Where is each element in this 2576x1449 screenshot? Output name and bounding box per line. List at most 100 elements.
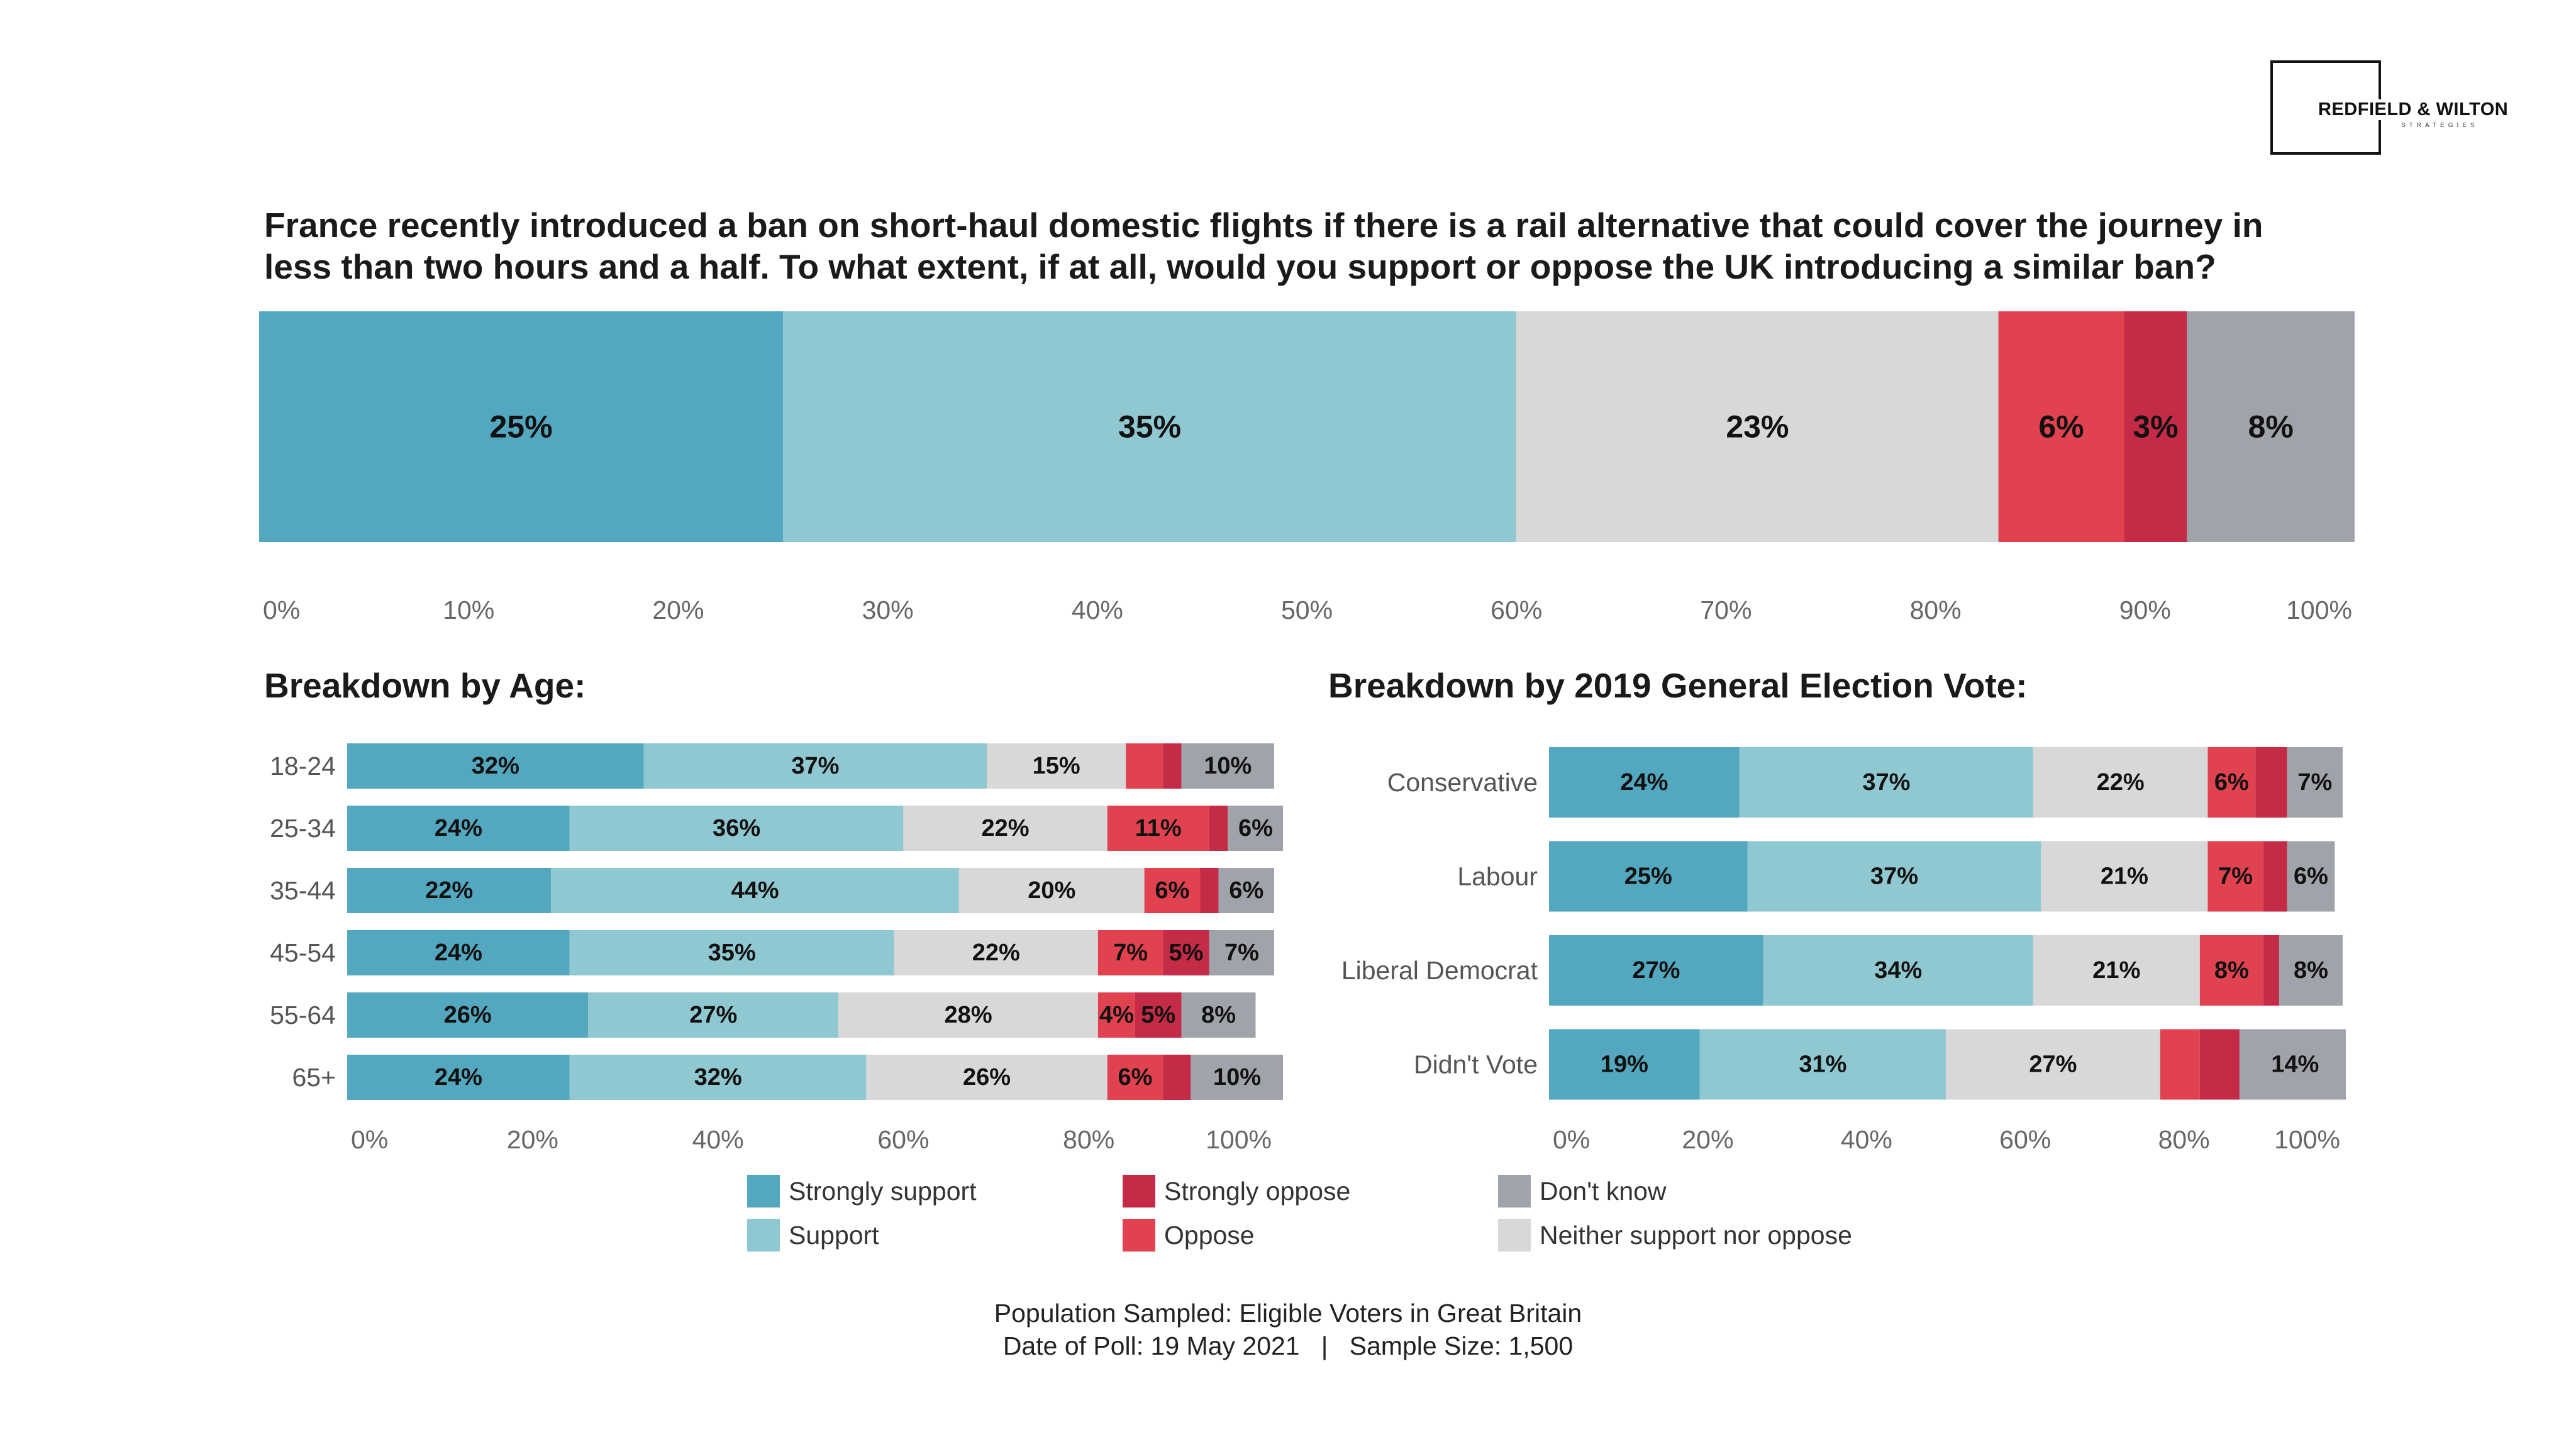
legend-item-don-t-know: Don't know <box>1498 1175 1667 1208</box>
tick-label-40: 40% <box>1072 596 1123 625</box>
value-label-55-64-oppose: 4% <box>1099 1002 1134 1028</box>
bar-65-don-t-know <box>1191 1055 1283 1100</box>
bar-liberal-democrat-neither-support-nor-oppose <box>2033 935 2200 1006</box>
vote-breakdown-title: Breakdown by 2019 General Election Vote: <box>1328 666 2028 705</box>
legend-item-neither-support-nor-oppose: Neither support nor oppose <box>1498 1219 1852 1252</box>
legend-swatch-strongly-support <box>747 1175 780 1208</box>
tick-label-80: 80% <box>1910 596 1962 625</box>
bar-55-64-don-t-know <box>1181 992 1256 1038</box>
value-label-liberal-democrat-oppose: 8% <box>2214 957 2249 984</box>
tick-label-100: 100% <box>2286 596 2352 625</box>
bar-55-64-oppose <box>1097 992 1135 1038</box>
question-title: France recently introduced a ban on shor… <box>264 206 2263 286</box>
bar-65-support <box>569 1055 867 1100</box>
value-label-all-neither-support-nor-oppose: 23% <box>1726 409 1789 445</box>
value-label-all-strongly-support: 25% <box>489 409 552 445</box>
value-label-45-54-don-t-know: 7% <box>1224 940 1259 966</box>
bar-18-24-neither-support-nor-oppose <box>987 743 1126 789</box>
bar-liberal-democrat-strongly-support <box>1549 935 1763 1006</box>
bar-liberal-democrat-strongly-oppose <box>2263 935 2280 1006</box>
bar-25-34-oppose <box>1107 806 1209 851</box>
logo-subtext: STRATEGIES <box>2401 122 2479 129</box>
bar-didn-t-vote-neither-support-nor-oppose <box>1946 1029 2160 1100</box>
value-label-35-44-support: 44% <box>731 877 779 904</box>
bar-liberal-democrat-don-t-know <box>2279 935 2343 1006</box>
value-label-65-neither-support-nor-oppose: 26% <box>963 1064 1011 1091</box>
value-label-labour-support: 37% <box>1870 863 1918 890</box>
value-label-25-34-neither-support-nor-oppose: 22% <box>982 815 1030 841</box>
value-label-45-54-strongly-support: 24% <box>435 940 482 966</box>
bar-conservative-strongly-oppose <box>2255 747 2287 818</box>
bar-55-64-strongly-oppose <box>1135 992 1182 1038</box>
value-label-65-strongly-support: 24% <box>435 1064 482 1091</box>
tick-label-0: 0% <box>263 596 300 625</box>
bar-35-44-support <box>551 868 959 913</box>
legend-swatch-support <box>747 1219 780 1252</box>
bar-all-oppose <box>1998 311 2124 542</box>
value-label-55-64-neither-support-nor-oppose: 28% <box>945 1002 992 1028</box>
tick-label-60: 60% <box>877 1125 929 1154</box>
legend-item-support: Support <box>747 1219 879 1252</box>
bar-65-neither-support-nor-oppose <box>866 1055 1108 1100</box>
vote-breakdown-chart: Conservative 24% 37% 22% 6% 7% Labour 25% 37% 21%… <box>1341 747 2346 1154</box>
value-label-35-44-strongly-support: 22% <box>425 877 473 904</box>
tick-label-30: 30% <box>862 596 914 625</box>
bar-liberal-democrat-oppose <box>2199 935 2263 1006</box>
value-label-all-support: 35% <box>1118 409 1181 445</box>
bar-labour-strongly-oppose <box>2263 841 2287 912</box>
value-label-all-strongly-oppose: 3% <box>2133 409 2178 445</box>
tick-label-70: 70% <box>1700 596 1752 625</box>
value-label-didn-t-vote-don-t-know: 14% <box>2271 1052 2319 1078</box>
value-label-all-don-t-know: 8% <box>2248 409 2294 445</box>
value-label-45-54-neither-support-nor-oppose: 22% <box>972 940 1020 966</box>
category-label-labour: Labour <box>1457 862 1538 891</box>
tick-label-0: 0% <box>1553 1125 1590 1154</box>
bar-25-34-neither-support-nor-oppose <box>903 806 1108 851</box>
tick-label-10: 10% <box>443 596 494 625</box>
value-label-45-54-support: 35% <box>708 940 756 966</box>
bar-65-oppose <box>1107 1055 1163 1100</box>
legend-label-support: Support <box>789 1220 879 1250</box>
bar-45-54-strongly-oppose <box>1163 930 1209 975</box>
legend-label-oppose: Oppose <box>1164 1220 1255 1250</box>
tick-label-0: 0% <box>351 1125 388 1154</box>
value-label-55-64-strongly-support: 26% <box>444 1002 492 1028</box>
bar-labour-neither-support-nor-oppose <box>2041 841 2208 912</box>
legend-label-don-t-know: Don't know <box>1540 1176 1667 1206</box>
value-label-didn-t-vote-support: 31% <box>1799 1052 1846 1078</box>
footer-population: Population Sampled: Eligible Voters in G… <box>994 1299 1582 1328</box>
bar-liberal-democrat-support <box>1763 935 2033 1006</box>
value-label-liberal-democrat-don-t-know: 8% <box>2294 957 2328 984</box>
bar-35-44-don-t-know <box>1218 868 1274 913</box>
footer: Population Sampled: Eligible Voters in G… <box>0 1297 2576 1362</box>
value-label-labour-strongly-support: 25% <box>1624 863 1672 890</box>
age-breakdown-chart: 18-24 32% 37% 15% 10% 25-34 24% 36% 22% 11% 6% 35-4… <box>270 743 1283 1154</box>
category-label-45-54: 45-54 <box>270 938 336 967</box>
category-label-25-34: 25-34 <box>270 814 336 843</box>
tick-label-80: 80% <box>2158 1125 2210 1154</box>
bar-labour-oppose <box>2207 841 2263 912</box>
value-label-conservative-strongly-support: 24% <box>1620 769 1668 796</box>
bar-45-54-strongly-support <box>347 930 570 975</box>
bar-conservative-strongly-support <box>1549 747 1740 818</box>
value-label-didn-t-vote-strongly-support: 19% <box>1601 1052 1648 1078</box>
bar-labour-don-t-know <box>2287 841 2335 912</box>
legend-item-strongly-oppose: Strongly oppose <box>1123 1175 1350 1208</box>
bar-conservative-oppose <box>2207 747 2256 818</box>
bar-all-strongly-oppose <box>2124 311 2187 542</box>
value-label-18-24-strongly-support: 32% <box>472 753 519 779</box>
tick-label-20: 20% <box>652 596 704 625</box>
bar-45-54-neither-support-nor-oppose <box>894 930 1098 975</box>
bar-25-34-don-t-know <box>1228 806 1283 851</box>
bar-didn-t-vote-strongly-oppose <box>2199 1029 2240 1100</box>
value-label-55-64-support: 27% <box>689 1002 737 1028</box>
legend: Strongly support Support Strongly oppose Op… <box>747 1175 1942 1269</box>
value-label-25-34-don-t-know: 6% <box>1238 815 1273 841</box>
legend-label-neither-support-nor-oppose: Neither support nor oppose <box>1540 1220 1852 1250</box>
value-label-25-34-oppose: 11% <box>1135 815 1182 841</box>
legend-label-strongly-oppose: Strongly oppose <box>1164 1176 1351 1206</box>
value-label-55-64-don-t-know: 8% <box>1201 1002 1236 1028</box>
bar-18-24-support <box>643 743 987 789</box>
bar-35-44-strongly-support <box>347 868 552 913</box>
value-label-35-44-neither-support-nor-oppose: 20% <box>1028 877 1075 904</box>
